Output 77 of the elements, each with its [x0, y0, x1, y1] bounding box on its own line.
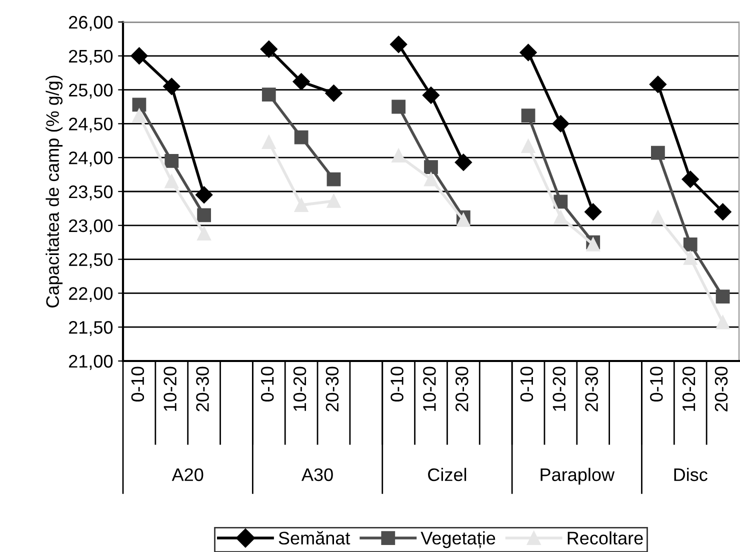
point — [197, 226, 211, 240]
point — [392, 148, 406, 163]
y-tick-label: 24,00 — [69, 152, 113, 166]
x-tick-label: 10-20 — [293, 366, 306, 411]
x-tick-label: 20-30 — [714, 366, 728, 412]
y-tick-label: 25,00 — [69, 84, 113, 99]
point — [651, 210, 665, 224]
point — [714, 203, 732, 220]
point — [584, 203, 602, 220]
x-tick-label: 0-10 — [520, 366, 534, 402]
text: Paraplow — [540, 468, 615, 485]
point — [716, 315, 730, 330]
point — [521, 139, 536, 154]
point — [422, 86, 440, 104]
point — [163, 78, 180, 95]
point — [520, 44, 537, 62]
x-tick-label: 0-10 — [650, 366, 663, 402]
point — [390, 36, 408, 53]
y-tick-label: 23,50 — [69, 185, 113, 200]
point — [649, 76, 666, 93]
legend-label: Vegetație — [420, 531, 496, 548]
point — [294, 198, 308, 212]
y-tick-label: 25,50 — [69, 50, 113, 65]
y-tick-label: 24,50 — [69, 118, 113, 133]
point — [554, 194, 568, 209]
text: Disc — [674, 468, 708, 482]
x-tick-label: 10-20 — [682, 366, 696, 411]
point — [292, 73, 310, 90]
x-tick-label: 20-30 — [455, 366, 468, 412]
point — [294, 130, 308, 144]
point — [196, 186, 213, 204]
x-tick-label: 10-20 — [423, 366, 436, 411]
point — [326, 194, 341, 208]
text: A30 — [302, 468, 333, 482]
point — [683, 237, 698, 252]
x-tick-label: 10-20 — [164, 366, 176, 411]
y-axis-title: Capacitatea de camp (% g/g) — [46, 76, 63, 308]
point — [521, 108, 536, 123]
point — [683, 251, 698, 265]
point — [392, 100, 406, 114]
point — [164, 174, 179, 188]
point — [325, 84, 342, 102]
y-tick-label: 26,00 — [69, 16, 113, 31]
point — [554, 210, 568, 224]
point — [262, 135, 276, 149]
point — [326, 172, 341, 186]
x-tick-label: 10-20 — [552, 366, 566, 411]
x-tick-label: 0-10 — [260, 366, 274, 402]
text: Cizel — [428, 468, 466, 482]
point — [456, 213, 470, 227]
point — [424, 160, 438, 174]
point — [260, 40, 278, 58]
y-tick-label: 23,00 — [69, 219, 113, 234]
point — [132, 98, 146, 112]
y-tick-label: 21,50 — [69, 321, 113, 336]
point — [552, 115, 570, 132]
point — [682, 170, 699, 188]
point — [716, 290, 730, 304]
point — [132, 108, 146, 123]
y-tick-label: 22,00 — [69, 287, 113, 302]
point — [424, 172, 438, 186]
point — [164, 154, 179, 168]
x-tick-label: 20-30 — [585, 366, 598, 412]
point — [262, 88, 276, 102]
x-tick-label: 0-10 — [131, 366, 144, 402]
point — [197, 208, 211, 222]
x-tick-label: 20-30 — [326, 366, 339, 412]
legend-label: Recoltare — [568, 531, 643, 545]
point — [454, 154, 472, 171]
y-tick-label: 22,50 — [69, 253, 113, 268]
point — [651, 146, 665, 160]
legend-label: Semănat — [278, 531, 350, 545]
text: A20 — [172, 468, 204, 482]
x-tick-label: 20-30 — [196, 366, 209, 412]
y-tick-label: 21,00 — [69, 354, 113, 370]
point — [130, 47, 148, 64]
x-tick-label: 0-10 — [390, 366, 404, 402]
